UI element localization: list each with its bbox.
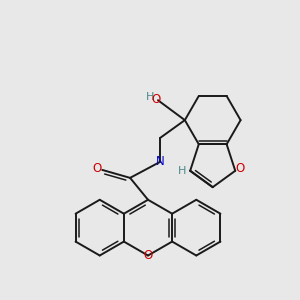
Text: N: N — [156, 154, 165, 167]
Text: H: H — [178, 166, 187, 176]
Text: O: O — [151, 93, 160, 106]
Text: O: O — [235, 162, 244, 175]
Text: O: O — [143, 249, 153, 262]
Text: O: O — [92, 162, 101, 175]
Text: H: H — [146, 92, 155, 102]
